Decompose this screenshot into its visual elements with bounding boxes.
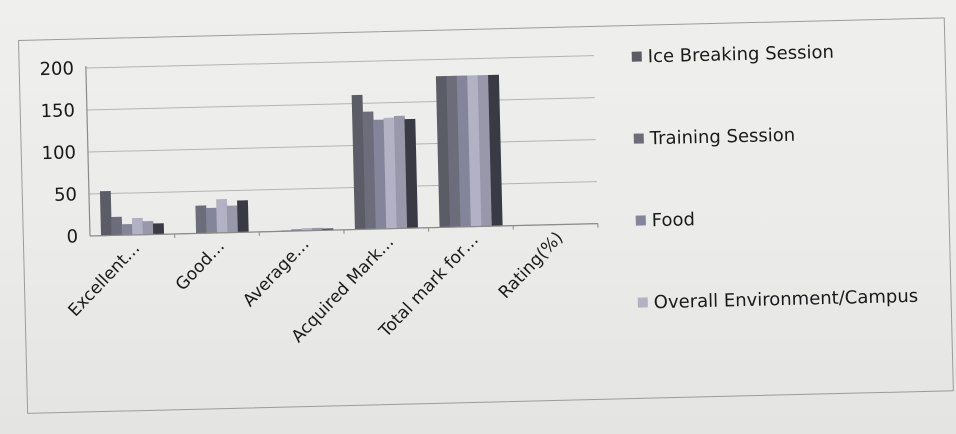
y-tick-label: 150: [40, 100, 75, 122]
legend: Ice Breaking Session Training Session Food…: [631, 42, 919, 313]
legend-label: Food: [652, 209, 696, 231]
y-tick-label: 50: [54, 184, 77, 206]
bar: [216, 199, 228, 233]
bar: [383, 117, 398, 229]
legend-swatch: [631, 51, 642, 62]
bar: [351, 94, 366, 230]
y-tick-label: 200: [39, 58, 74, 80]
y-tick-label: 0: [66, 226, 78, 247]
gridline: [86, 97, 595, 111]
bar: [435, 76, 451, 228]
axes: [85, 66, 599, 238]
bar-marks: [99, 74, 503, 236]
y-tick-labels: 0 50 100 150 200: [39, 58, 78, 247]
bar: [142, 221, 154, 235]
legend-label: Ice Breaking Session: [648, 42, 835, 68]
category-label: Rating(%): [495, 228, 568, 303]
gridline: [87, 139, 596, 153]
bar: [362, 111, 377, 230]
legend-swatch: [637, 297, 648, 308]
category-label: Good…: [172, 236, 229, 295]
bar: [205, 207, 218, 234]
bar: [488, 74, 503, 227]
bar: [404, 118, 418, 229]
legend-swatch: [633, 133, 644, 144]
bar: [121, 224, 133, 236]
bar: [393, 115, 408, 229]
legend-label: Training Session: [649, 125, 796, 150]
gridline: [88, 181, 597, 195]
bar: [131, 217, 144, 235]
bar: [99, 190, 112, 236]
bar: [237, 200, 249, 233]
bar: [467, 75, 482, 227]
bar: [456, 75, 472, 227]
category-labels: Excellent… Good… Average…Acquired Mark…Tot…: [65, 228, 568, 347]
y-tick-label: 100: [41, 142, 76, 164]
bar: [195, 205, 207, 234]
bar: [446, 75, 461, 228]
bar: [373, 119, 387, 230]
bar: [110, 216, 123, 236]
bar: [477, 75, 493, 227]
category-label: Excellent…: [65, 238, 145, 320]
bar: [152, 223, 165, 235]
legend-label: Overall Environment/Campus: [654, 286, 919, 313]
legend-swatch: [635, 215, 646, 226]
category-label: Average…: [239, 234, 313, 311]
bar: [226, 205, 239, 233]
gridline: [85, 55, 594, 69]
gridlines: [85, 55, 598, 237]
y-axis: [85, 66, 91, 237]
